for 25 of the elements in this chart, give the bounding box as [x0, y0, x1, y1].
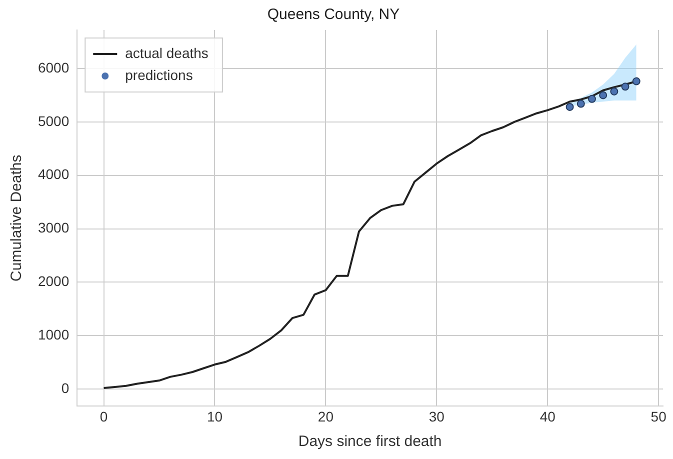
x-tick-label: 20 — [318, 408, 334, 424]
x-tick-label: 40 — [540, 408, 556, 424]
y-tick-label: 5000 — [38, 112, 70, 129]
point — [576, 100, 585, 108]
point — [632, 77, 640, 86]
x-tick-label: 30 — [428, 408, 445, 424]
legend-label: predictions — [125, 66, 193, 83]
y-tick-label: 1000 — [38, 326, 70, 343]
y-tick-label: 0 — [61, 380, 70, 396]
y-tick-label: 6000 — [38, 59, 70, 76]
x-tick-label: 10 — [206, 408, 223, 424]
y-tick-label: 4000 — [38, 166, 70, 182]
y-tick-label: 2000 — [38, 273, 70, 290]
x-tick-label: 50 — [650, 408, 667, 424]
point — [588, 94, 596, 103]
x-tick-label: 0 — [100, 408, 108, 424]
y-tick-label: 3000 — [38, 220, 70, 236]
legend-label: actual deaths — [125, 44, 208, 61]
point — [610, 87, 618, 96]
point — [599, 91, 608, 100]
x-axis-title: Days since first death — [298, 433, 442, 450]
chart-title: Queens County, NY — [267, 6, 400, 24]
point — [566, 102, 574, 111]
y-axis-title: Cumulative Deaths — [8, 154, 26, 282]
point — [621, 82, 630, 91]
